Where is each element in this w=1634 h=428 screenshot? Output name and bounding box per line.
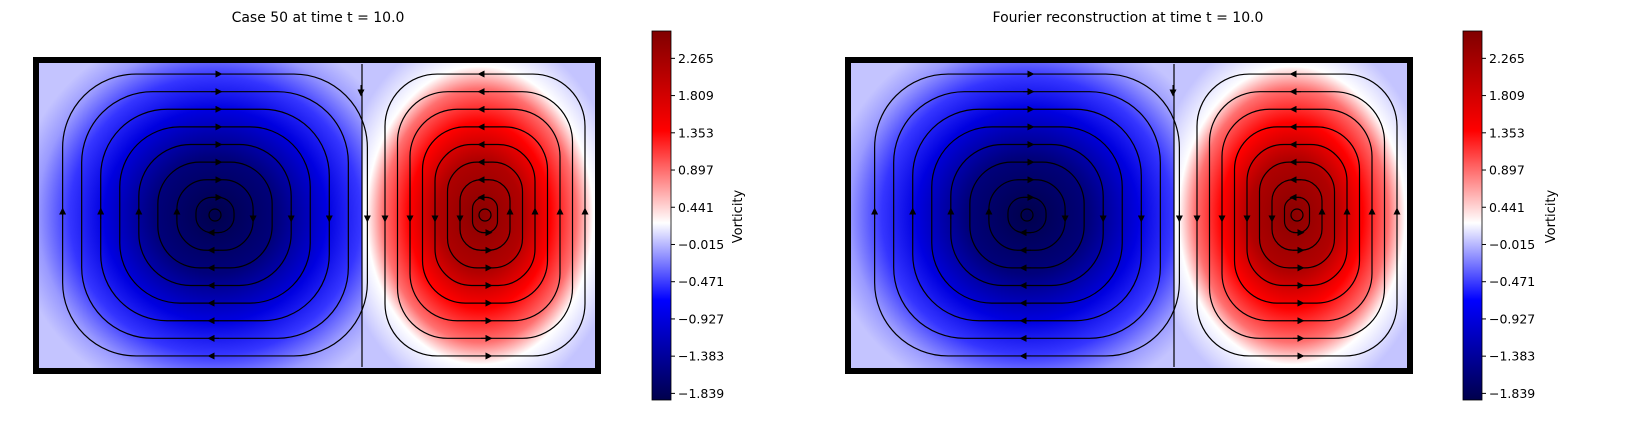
streamline [1246,143,1348,287]
colorbar-tick-label: 1.353 [678,125,714,140]
colorbar [1462,30,1483,401]
streamline [434,143,536,287]
streamline [384,73,586,357]
chart-title: Fourier reconstruction at time t = 10.0 [993,10,1264,26]
streamline [950,143,1104,287]
streamline [421,126,549,304]
colorbar-tick-label: 0.441 [1489,200,1525,215]
streamline [1208,91,1386,339]
streamline [119,126,311,304]
panel-2: Fourier reconstruction at time t = 10.0 2… [845,10,1559,401]
colorbar-tick-label: −0.015 [678,237,724,252]
colorbar-tick-label: 2.265 [1489,51,1525,66]
vortex-center [478,208,492,222]
colorbar-tick-label: 1.353 [1489,125,1525,140]
colorbar-tick-label: 0.897 [678,163,714,178]
vortex-center [208,208,222,222]
colorbar [651,30,672,401]
streamline [81,91,349,339]
streamline [912,108,1142,322]
streamline [138,143,292,287]
colorbar-tick-label: −0.471 [678,274,724,289]
colorbar-tick-label: 0.897 [1489,163,1525,178]
negative-vortex-field [848,60,1174,371]
colorbar-label: Vorticity [1544,189,1559,243]
colorbar-tick-label: −1.383 [1489,349,1535,364]
streamline [1196,73,1398,357]
streamline [157,161,273,269]
streamline [62,73,368,357]
colorbar-tick-label: −1.839 [1489,386,1535,401]
vortex-center [1290,208,1304,222]
colorbar-tick-label: −0.015 [1489,237,1535,252]
domain-frame [33,57,601,374]
streamline [409,108,561,322]
streamline [176,179,254,251]
streamline [1233,126,1361,304]
colorbar-tick-label: 2.265 [678,51,714,66]
colorbar-label: Vorticity [731,189,746,243]
panel-1: Case 50 at time t = 10.0 2.265 1.809 1.353 0… [33,10,746,401]
colorbar-tick-label: −1.839 [678,386,724,401]
colorbar-tick-label: 1.809 [678,88,714,103]
streamline [874,73,1180,357]
colorbar-tick-label: −0.927 [1489,311,1535,326]
streamline [988,179,1066,251]
colorbar-tick-label: −0.927 [678,311,724,326]
streamline [1258,161,1336,269]
streamline [931,126,1123,304]
domain-frame [845,57,1413,374]
streamline [446,161,524,269]
streamline [100,108,330,322]
colorbar-tick-label: −0.471 [1489,274,1535,289]
colorbar-tick-label: 1.809 [1489,88,1525,103]
colorbar-tick-label: 0.441 [678,200,714,215]
streamline [1221,108,1373,322]
vortex-center [1020,208,1034,222]
colorbar-tick-label: −1.383 [678,349,724,364]
streamline [396,91,574,339]
chart-title: Case 50 at time t = 10.0 [232,10,405,26]
streamline [893,91,1161,339]
negative-vortex-field [36,60,362,371]
streamline [969,161,1085,269]
